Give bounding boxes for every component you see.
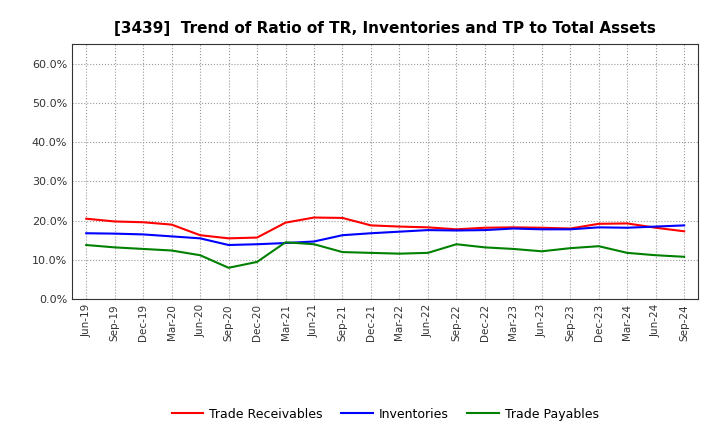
Inventories xyxy=(338,233,347,238)
Inventories xyxy=(110,231,119,236)
Trade Receivables xyxy=(110,219,119,224)
Inventories xyxy=(366,231,375,236)
Trade Payables xyxy=(338,249,347,255)
Trade Receivables xyxy=(566,226,575,231)
Trade Receivables xyxy=(282,220,290,225)
Inventories xyxy=(310,239,318,244)
Trade Receivables xyxy=(82,216,91,221)
Inventories xyxy=(423,227,432,233)
Trade Payables xyxy=(680,254,688,260)
Trade Payables xyxy=(566,246,575,251)
Trade Receivables xyxy=(167,222,176,227)
Trade Receivables xyxy=(338,215,347,220)
Inventories xyxy=(680,223,688,228)
Trade Receivables xyxy=(623,221,631,226)
Trade Payables xyxy=(595,244,603,249)
Trade Receivables xyxy=(652,225,660,231)
Line: Trade Receivables: Trade Receivables xyxy=(86,217,684,238)
Line: Inventories: Inventories xyxy=(86,225,684,245)
Trade Payables xyxy=(623,250,631,256)
Trade Payables xyxy=(110,245,119,250)
Trade Receivables xyxy=(395,224,404,229)
Trade Payables xyxy=(167,248,176,253)
Inventories xyxy=(595,225,603,230)
Trade Payables xyxy=(82,242,91,248)
Trade Payables xyxy=(310,242,318,247)
Inventories xyxy=(282,240,290,246)
Line: Trade Payables: Trade Payables xyxy=(86,242,684,268)
Trade Receivables xyxy=(480,225,489,231)
Trade Payables xyxy=(452,242,461,247)
Inventories xyxy=(196,236,204,241)
Trade Payables xyxy=(652,253,660,258)
Trade Payables xyxy=(253,259,261,264)
Trade Receivables xyxy=(452,227,461,232)
Trade Receivables xyxy=(253,235,261,240)
Trade Receivables xyxy=(595,221,603,227)
Trade Receivables xyxy=(139,220,148,225)
Inventories xyxy=(167,234,176,239)
Trade Payables xyxy=(537,249,546,254)
Inventories xyxy=(395,229,404,235)
Trade Payables xyxy=(423,250,432,256)
Inventories xyxy=(509,226,518,231)
Inventories xyxy=(82,231,91,236)
Inventories xyxy=(623,225,631,231)
Trade Receivables xyxy=(310,215,318,220)
Trade Receivables xyxy=(680,229,688,234)
Trade Receivables xyxy=(196,233,204,238)
Trade Receivables xyxy=(366,223,375,228)
Trade Payables xyxy=(225,265,233,271)
Trade Payables xyxy=(395,251,404,256)
Trade Payables xyxy=(196,253,204,258)
Inventories xyxy=(566,227,575,232)
Inventories xyxy=(537,227,546,232)
Trade Receivables xyxy=(509,225,518,230)
Trade Payables xyxy=(509,246,518,252)
Legend: Trade Receivables, Inventories, Trade Payables: Trade Receivables, Inventories, Trade Pa… xyxy=(166,403,604,425)
Trade Payables xyxy=(480,245,489,250)
Trade Payables xyxy=(366,250,375,256)
Inventories xyxy=(225,242,233,248)
Trade Payables xyxy=(139,246,148,252)
Trade Receivables xyxy=(423,225,432,230)
Title: [3439]  Trend of Ratio of TR, Inventories and TP to Total Assets: [3439] Trend of Ratio of TR, Inventories… xyxy=(114,21,656,36)
Inventories xyxy=(139,232,148,237)
Trade Receivables xyxy=(225,236,233,241)
Trade Receivables xyxy=(537,225,546,231)
Inventories xyxy=(452,228,461,233)
Inventories xyxy=(652,224,660,229)
Inventories xyxy=(480,227,489,233)
Inventories xyxy=(253,242,261,247)
Trade Payables xyxy=(282,240,290,245)
